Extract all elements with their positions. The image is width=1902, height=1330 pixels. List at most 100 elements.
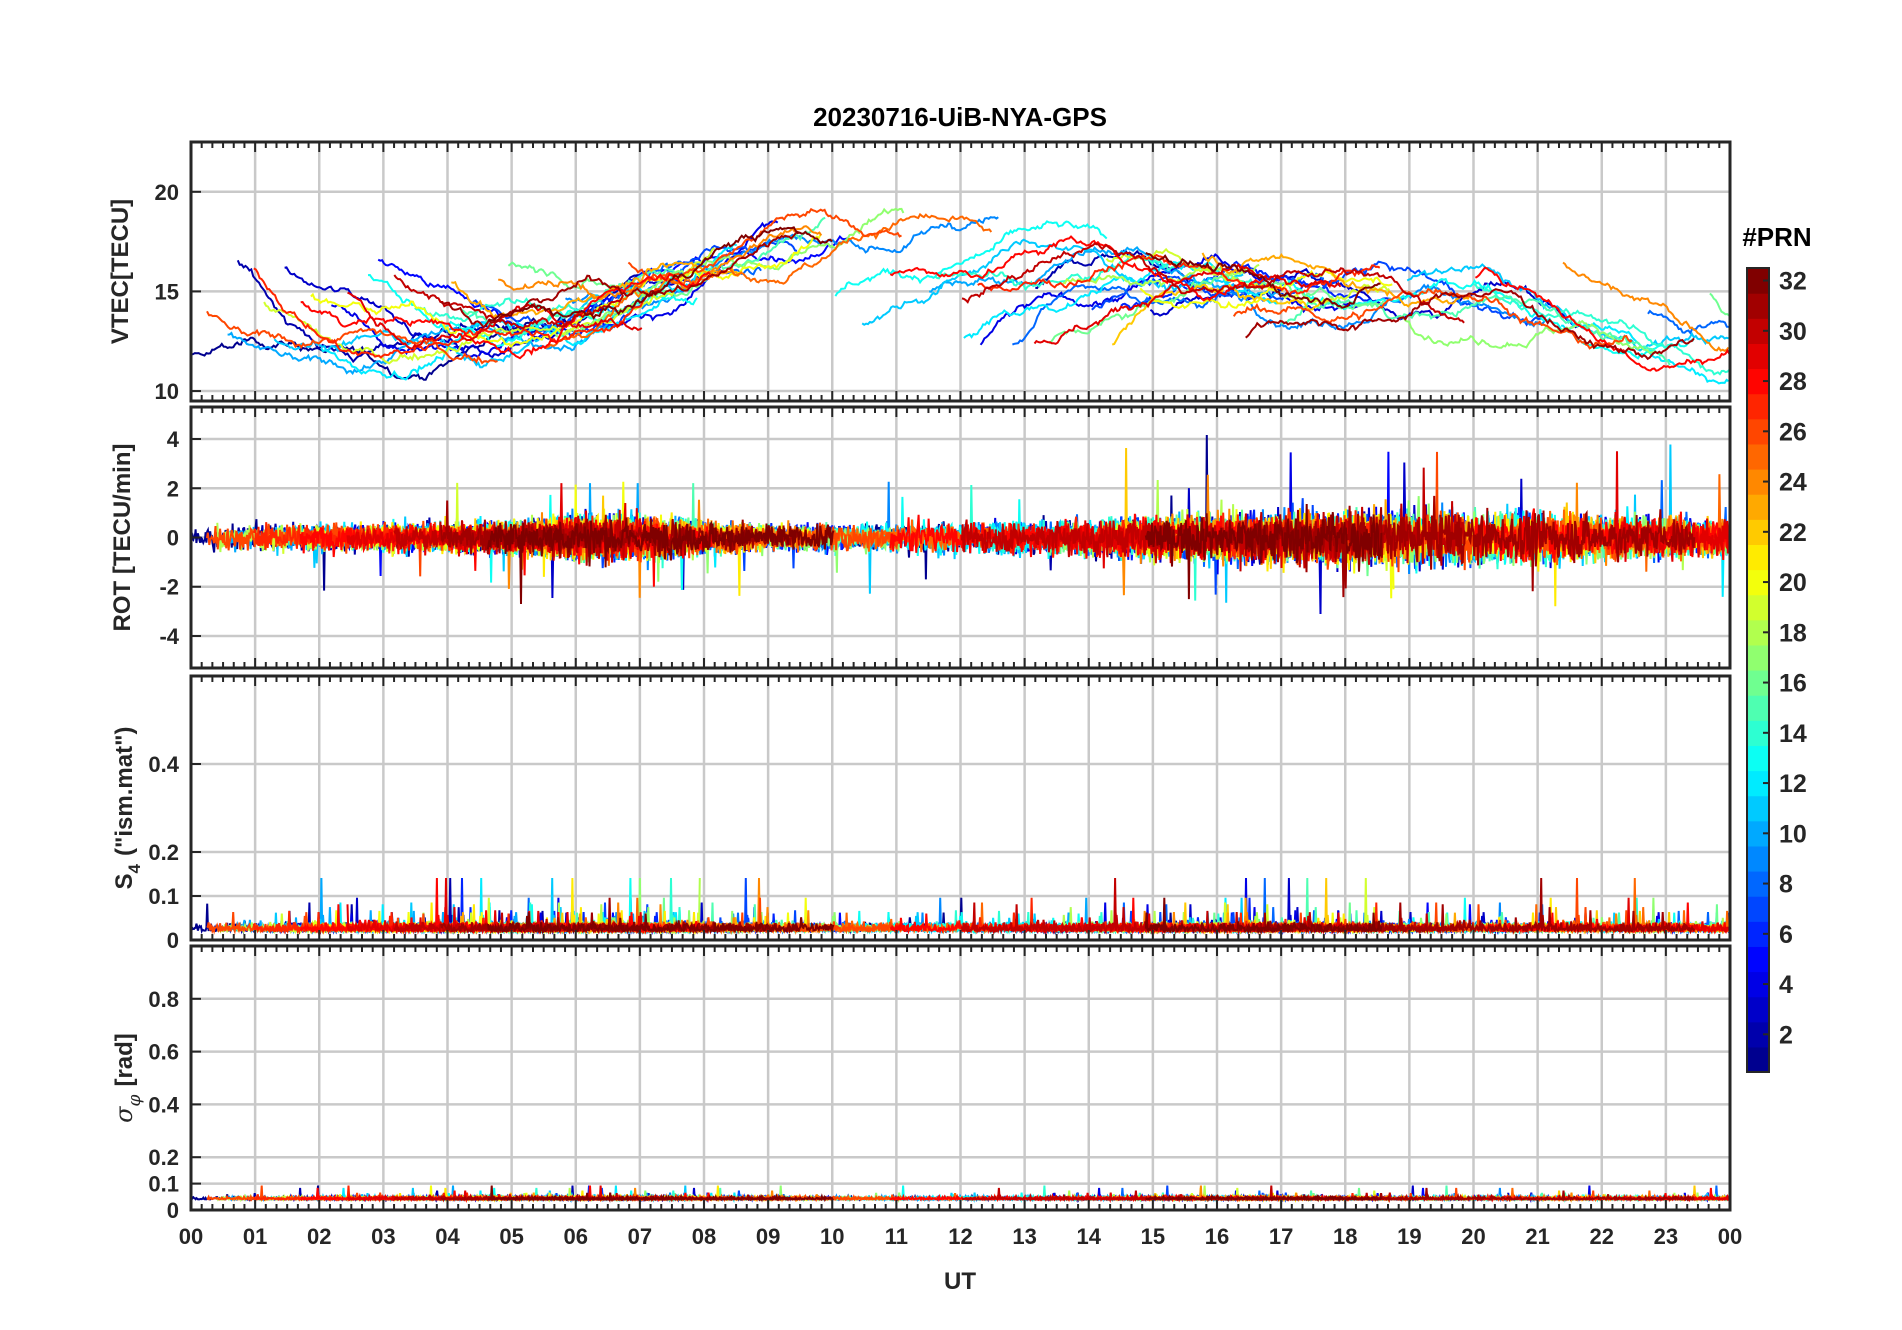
colorbar-segment: [1747, 544, 1769, 571]
colorbar-segment: [1747, 494, 1769, 520]
rot-traces: [191, 434, 1730, 615]
colorbar-tick-label: 12: [1779, 770, 1807, 798]
sigphi-ytick-label: 0.6: [148, 1040, 179, 1065]
x-tick-label: 14: [1077, 1224, 1102, 1249]
vtec-ytick-label: 20: [155, 180, 179, 205]
rot-ytick-label: 0: [167, 526, 179, 551]
colorbar-segment: [1747, 845, 1769, 872]
colorbar-segment: [1747, 921, 1769, 947]
colorbar-segment: [1747, 318, 1769, 344]
x-tick-label: 11: [885, 1224, 908, 1249]
x-tick-label: 23: [1654, 1224, 1678, 1249]
x-tick-label: 18: [1333, 1224, 1357, 1249]
s4-ytick-label: 0: [167, 928, 179, 953]
colorbar-segment: [1747, 770, 1769, 797]
rot-ytick-label: -4: [159, 624, 179, 649]
vtec-trace-prn-4: [979, 253, 1358, 346]
s4-traces: [191, 877, 1730, 936]
x-tick-label: 19: [1397, 1224, 1421, 1249]
x-tick-label: 00: [179, 1224, 203, 1249]
x-tick-label: 16: [1205, 1224, 1229, 1249]
colorbar-tick-label: 10: [1779, 820, 1807, 848]
vtec-trace-prn-17: [1398, 316, 1656, 355]
s4-trace-prn-32: [486, 912, 835, 935]
sigphi-trace-prn-32: [1145, 1193, 1383, 1203]
colorbar-segment: [1747, 896, 1769, 922]
colorbar-segment: [1747, 268, 1769, 294]
colorbar-segment: [1747, 745, 1769, 772]
colorbar-segment: [1747, 644, 1769, 671]
rot-ticks: [190, 407, 1731, 668]
x-tick-label: 17: [1269, 1224, 1293, 1249]
x-tick-label: 13: [1012, 1224, 1036, 1249]
colorbar-tick-label: 14: [1779, 720, 1807, 748]
colorbar-label: #PRN: [1742, 222, 1811, 252]
rot-trace-prn-32: [1144, 503, 1383, 600]
colorbar-tick-label: 28: [1779, 368, 1807, 396]
x-tick-label: 20: [1461, 1224, 1485, 1249]
s4-ylabel: S4("ism.mat"): [111, 727, 144, 890]
colorbar-segment: [1747, 619, 1769, 646]
vtec-trace-prn-30: [961, 242, 1465, 324]
x-tick-label: 00: [1718, 1224, 1742, 1249]
vtec-trace-prn-32: [487, 226, 833, 322]
x-axis-label: UT: [944, 1268, 976, 1295]
colorbar-segment: [1747, 695, 1769, 721]
sigphi-traces: [191, 1185, 1730, 1204]
colorbar-tick-label: 8: [1779, 871, 1793, 899]
vtec-trace-prn-28: [889, 235, 1265, 302]
s4-ytick-label: 0.4: [148, 752, 179, 777]
vtec-trace-prn-28: [1474, 266, 1730, 372]
colorbar-segment: [1747, 393, 1769, 420]
vtec-trace-prn-27: [977, 253, 1381, 298]
vtec-trace-prn-26: [1232, 287, 1633, 350]
x-tick-label: 08: [692, 1224, 716, 1249]
vtec-trace-prn-28: [300, 271, 712, 360]
colorbar-segment: [1747, 594, 1769, 621]
sigphi-ytick-label: 0.2: [148, 1145, 179, 1170]
colorbar-tick-label: 6: [1779, 921, 1793, 949]
rot-ytick-label: 2: [167, 476, 179, 501]
colorbar-tick-label: 32: [1779, 268, 1807, 296]
vtec-trace-prn-15: [1280, 294, 1671, 366]
sigphi-ytick-label: 0.4: [148, 1092, 179, 1117]
vtec-trace-prn-29: [1033, 263, 1342, 345]
colorbar-tick-label: 30: [1779, 318, 1807, 346]
colorbar-tick-label: 26: [1779, 418, 1807, 446]
s4-trace-prn-32: [1144, 897, 1383, 935]
colorbar-tick-label: 2: [1779, 1021, 1793, 1049]
colorbar-segment: [1747, 1021, 1769, 1048]
colorbar-segment: [1747, 946, 1769, 973]
s4-grid: [191, 676, 1730, 940]
x-tick-label: 03: [371, 1224, 395, 1249]
vtec-trace-prn-11: [1406, 263, 1729, 352]
rot-panel: -4 -2 0 2 4 ROT [TECU/min]: [109, 405, 1732, 670]
vtec-trace-prn-14: [414, 264, 699, 323]
x-tick-label: 07: [628, 1224, 652, 1249]
colorbar-segment: [1747, 1046, 1769, 1073]
x-axis-tick-labels: 00 01 02 03 04 05 06 07 08 09 10 11 12 13 14 15 16 17 18 19…: [179, 1224, 1742, 1249]
sigphi-grid: [191, 946, 1730, 1210]
vtec-ylabel: VTEC[TECU]: [107, 199, 134, 344]
vtec-trace-prn-16: [1709, 292, 1730, 317]
vtec-ytick-label: 10: [155, 379, 179, 404]
vtec-trace-prn-6: [1120, 260, 1403, 311]
rot-ytick-label: 4: [167, 427, 180, 452]
sigphi-ytick-label: 0.1: [148, 1172, 179, 1197]
vtec-trace-prn-16: [1048, 273, 1385, 345]
colorbar-segment: [1747, 569, 1769, 596]
x-tick-label: 04: [435, 1224, 460, 1249]
vtec-trace-prn-12: [1561, 321, 1730, 385]
colorbar-segment: [1747, 670, 1769, 696]
sigphi-ytick-label: 0.8: [148, 987, 179, 1012]
vtec-trace-prn-24: [1562, 261, 1730, 352]
chart-title: 20230716-UiB-NYA-GPS: [813, 102, 1107, 132]
colorbar-segment: [1747, 443, 1769, 470]
vtec-trace-prn-8: [1647, 309, 1729, 335]
x-tick-label: 15: [1141, 1224, 1165, 1249]
vtec-traces: [191, 207, 1730, 385]
sigphi-ticks: [190, 946, 1731, 1211]
vtec-ticks: [190, 142, 1731, 401]
rot-ytick-label: -2: [159, 575, 179, 600]
